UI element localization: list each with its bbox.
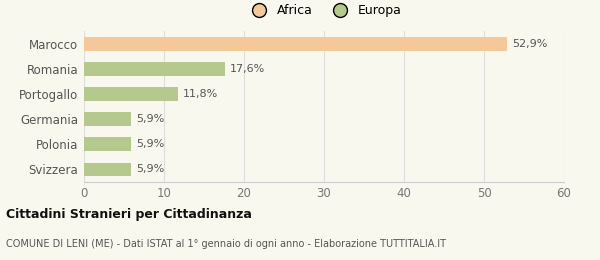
- Text: 52,9%: 52,9%: [512, 39, 547, 49]
- Bar: [84, 87, 178, 101]
- Text: 5,9%: 5,9%: [136, 114, 164, 124]
- Text: 5,9%: 5,9%: [136, 139, 164, 149]
- Bar: [84, 162, 131, 176]
- Text: Cittadini Stranieri per Cittadinanza: Cittadini Stranieri per Cittadinanza: [6, 208, 252, 221]
- Text: COMUNE DI LENI (ME) - Dati ISTAT al 1° gennaio di ogni anno - Elaborazione TUTTI: COMUNE DI LENI (ME) - Dati ISTAT al 1° g…: [6, 239, 446, 249]
- Bar: [84, 137, 131, 151]
- Text: 5,9%: 5,9%: [136, 164, 164, 174]
- Text: 17,6%: 17,6%: [230, 64, 265, 74]
- Legend: Africa, Europa: Africa, Europa: [242, 0, 406, 22]
- Bar: [84, 112, 131, 126]
- Text: 11,8%: 11,8%: [183, 89, 218, 99]
- Bar: [84, 37, 507, 51]
- Bar: [84, 62, 225, 76]
